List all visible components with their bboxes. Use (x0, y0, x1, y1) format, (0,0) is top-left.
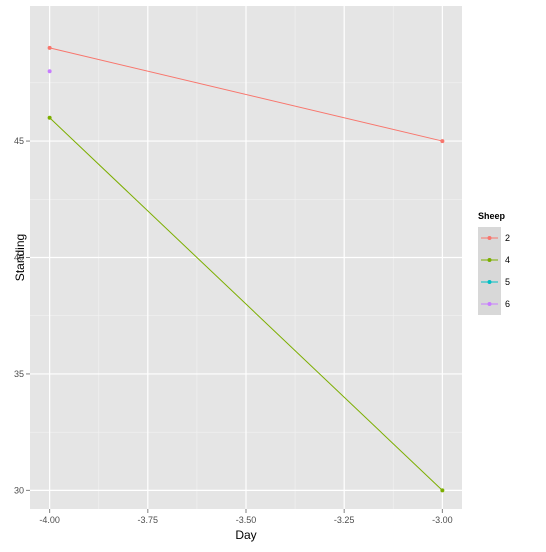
y-tick-label: 30 (14, 485, 24, 495)
y-axis-title: Standing (13, 234, 27, 281)
x-tick-label: -4.00 (39, 515, 60, 525)
legend-key-background (478, 227, 501, 315)
legend: Sheep 2 4 5 6 (478, 211, 510, 315)
legend-label: 5 (505, 277, 510, 287)
x-tick-label: -3.00 (432, 515, 453, 525)
legend-item-6: 6 (481, 299, 510, 309)
major-gridlines (30, 6, 462, 509)
y-axis: 30 35 40 45 (14, 136, 30, 495)
series-line-4 (49, 117, 443, 491)
legend-item-5: 5 (481, 277, 510, 287)
data-point-2 (440, 139, 445, 144)
legend-label: 4 (505, 255, 510, 265)
y-tick-label: 35 (14, 369, 24, 379)
series-lines (49, 47, 443, 491)
legend-title: Sheep (478, 211, 506, 221)
legend-label: 2 (505, 233, 510, 243)
x-tick-label: -3.25 (334, 515, 355, 525)
data-point-4 (47, 115, 52, 120)
x-axis: -4.00 -3.75 -3.50 -3.25 -3.00 (39, 509, 453, 525)
x-tick-label: -3.75 (138, 515, 159, 525)
data-point-6 (47, 69, 52, 74)
x-axis-title: Day (235, 528, 256, 542)
y-tick-label: 40 (14, 253, 24, 263)
legend-key-point (487, 302, 492, 306)
data-point-4 (440, 488, 445, 493)
legend-key-point (487, 280, 492, 284)
legend-label: 6 (505, 299, 510, 309)
series-points (47, 45, 445, 493)
series-line-2 (49, 47, 443, 142)
legend-item-2: 2 (481, 233, 510, 243)
legend-key-point (487, 236, 492, 240)
legend-item-4: 4 (481, 255, 510, 265)
legend-key-point (487, 258, 492, 262)
y-tick-label: 45 (14, 136, 24, 146)
x-tick-label: -3.50 (236, 515, 257, 525)
data-point-2 (47, 45, 52, 50)
